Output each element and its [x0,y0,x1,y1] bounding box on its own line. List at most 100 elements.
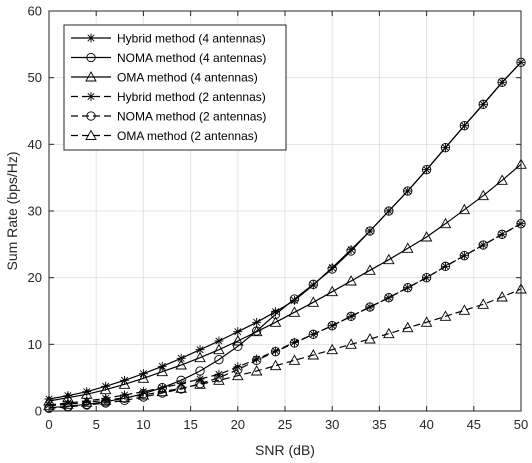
data-point-1-19 [403,186,413,196]
data-point-1-14 [308,279,318,289]
axes [48,10,522,412]
data-point-0-8 [195,345,205,355]
x-tick-label-1: 5 [93,417,100,432]
data-point-4-14 [308,329,318,339]
legend-marker-1 [86,52,96,63]
x-tick-label-8: 40 [419,417,433,432]
y-axis-title: Sum Rate (bps/Hz) [4,151,20,270]
data-point-5-14 [307,349,320,360]
data-point-1-16 [346,246,356,256]
data-point-1-13 [289,294,300,304]
legend-label-2: OMA method (4 antennas) [117,70,258,84]
data-point-2-19 [401,242,414,253]
data-point-2-13 [288,306,301,317]
data-point-5-22 [458,304,471,315]
data-point-1-9 [214,355,224,365]
legend-entry-5: OMA method (2 antennas) [71,129,258,143]
data-point-1-21 [440,143,451,153]
data-point-2-9 [213,343,225,355]
legend-box [63,24,287,151]
data-point-5-8 [194,378,206,389]
data-point-1-17 [365,226,375,236]
series-line-2 [48,163,522,402]
x-tick-label-4: 20 [231,417,245,432]
data-point-5-7 [175,382,187,393]
legend: Hybrid method (4 antennas) NOMA method (4… [63,24,287,151]
y-tick-label-2: 20 [28,270,42,285]
legend-label-3: Hybrid method (2 antennas) [117,90,266,104]
data-point-4-23 [478,240,488,250]
x-tick-label-9: 45 [467,417,481,432]
legend-label-0: Hybrid method (4 antennas) [117,31,266,45]
data-point-2-3 [99,383,112,395]
data-point-5-20 [420,316,433,327]
data-point-5-12 [269,359,282,371]
data-point-2-12 [269,316,282,327]
data-point-5-11 [250,365,263,376]
data-point-4-10 [233,365,243,375]
data-point-1-10 [233,341,243,351]
legend-marker-4 [86,111,96,121]
data-point-1-18 [384,206,394,216]
data-point-5-21 [439,310,452,321]
series-line-4 [48,223,522,409]
legend-entry-3: Hybrid method (2 antennas) [71,90,266,104]
data-point-4-21 [440,261,451,271]
data-point-2-16 [345,275,357,286]
data-point-1-20 [421,165,432,175]
legend-entry-1: NOMA method (4 antennas) [71,51,266,65]
data-point-5-3 [99,394,112,405]
plot-series [43,57,527,413]
legend-entry-4: NOMA method (2 antennas) [71,109,266,123]
legend-marker-5 [85,129,97,140]
data-point-2-23 [477,189,490,201]
tick-labels: 0 5 10 15 20 25 30 35 40 45 50 0 10 20 30 40 50 60 [28,4,529,433]
data-point-3-16 [346,311,356,321]
data-point-3-22 [459,251,469,261]
data-point-4-16 [346,311,356,321]
data-point-2-15 [326,285,338,297]
data-point-0-7 [176,353,186,363]
data-point-2-4 [118,378,131,389]
data-point-4-6 [157,388,167,398]
data-point-2-5 [137,372,150,383]
data-point-2-7 [175,359,187,370]
data-point-2-11 [250,325,263,337]
data-point-5-2 [80,396,93,407]
data-point-4-24 [497,229,507,239]
data-point-5-17 [364,333,376,344]
y-tick-label-6: 60 [28,4,42,19]
data-point-5-10 [232,369,244,381]
data-point-2-20 [420,231,433,242]
data-point-5-24 [496,291,508,302]
data-point-3-17 [365,302,375,312]
data-point-3-19 [403,283,413,293]
x-tick-label-10: 50 [514,417,528,432]
data-point-1-15 [327,264,337,274]
x-tick-label-3: 15 [183,417,197,432]
data-point-2-22 [458,203,471,215]
data-point-4-17 [365,302,375,312]
legend-label-5: OMA method (2 antennas) [117,129,258,143]
data-point-3-21 [440,261,450,271]
y-tick-label-3: 30 [28,204,42,219]
data-point-5-13 [288,354,301,365]
data-point-5-1 [62,398,74,409]
data-point-4-13 [289,338,300,348]
data-point-5-16 [345,338,357,349]
data-point-0-11 [252,317,262,327]
data-point-1-12 [270,309,281,319]
x-tick-label-7: 35 [372,417,386,432]
data-point-2-24 [496,174,508,185]
data-point-3-20 [422,273,432,283]
legend-label-4: NOMA method (2 antennas) [117,109,266,123]
legend-marker-2 [85,71,97,82]
data-point-4-20 [421,273,432,283]
y-tick-label-4: 40 [28,137,42,152]
data-point-0-10 [233,327,243,337]
data-point-4-11 [252,355,262,365]
data-point-5-15 [326,343,338,355]
data-point-2-8 [194,351,206,363]
data-point-3-23 [478,240,488,250]
